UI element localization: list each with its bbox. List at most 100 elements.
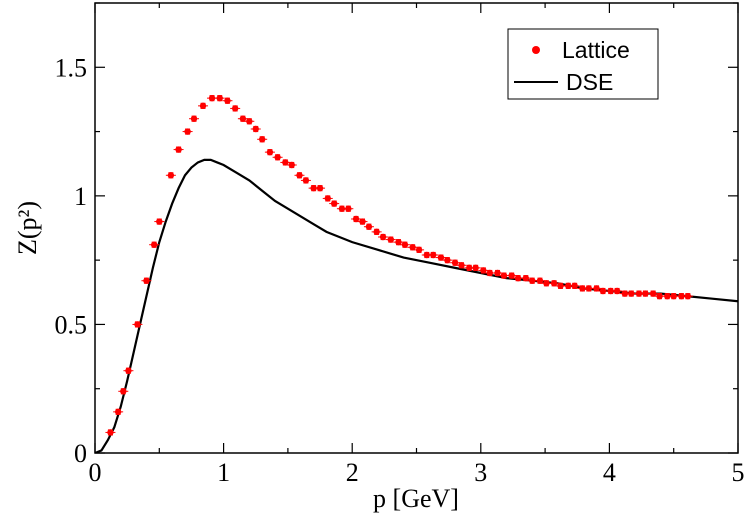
lattice-marker	[529, 277, 536, 284]
lattice-point	[357, 218, 368, 225]
lattice-marker	[593, 285, 600, 292]
lattice-marker	[613, 287, 621, 295]
lattice-point	[182, 128, 193, 135]
lattice-point	[189, 115, 200, 122]
lattice-point	[294, 172, 305, 179]
lattice-point	[244, 118, 255, 125]
lattice-marker	[239, 115, 247, 122]
lattice-marker	[649, 290, 657, 297]
lattice-marker	[231, 105, 239, 112]
lattice-marker	[302, 177, 310, 184]
lattice-point	[132, 321, 143, 328]
lattice-point	[597, 287, 608, 295]
lattice-point	[105, 429, 116, 436]
lattice-marker	[543, 280, 550, 287]
lattice-point	[230, 105, 241, 112]
lattice-point	[198, 102, 209, 110]
lattice-marker	[252, 125, 259, 133]
lattice-point	[421, 251, 432, 259]
lattice-marker	[379, 233, 387, 241]
y-axis-label: Z(p²)	[13, 201, 42, 255]
lattice-marker	[621, 290, 629, 297]
y-tick-label: 0	[74, 439, 87, 468]
lattice-marker	[175, 146, 182, 153]
lattice-point	[222, 97, 233, 104]
lattice-point	[591, 285, 602, 292]
lattice-marker	[522, 274, 530, 282]
lattice-marker	[282, 159, 289, 166]
y-tick-label: 1.5	[55, 53, 88, 82]
lattice-marker	[395, 238, 402, 246]
lattice-marker	[571, 282, 578, 290]
lattice-marker	[296, 172, 303, 179]
lattice-point	[165, 172, 176, 179]
lattice-marker	[190, 115, 198, 122]
lattice-marker	[451, 259, 459, 266]
lattice-point	[605, 287, 616, 295]
lattice-point	[612, 287, 623, 295]
x-tick-label: 1	[217, 458, 230, 487]
lattice-point	[363, 223, 374, 230]
lattice-marker	[415, 246, 423, 254]
lattice-marker	[107, 429, 114, 436]
lattice-marker	[500, 272, 508, 279]
lattice-marker	[458, 262, 465, 269]
lattice-marker	[678, 292, 685, 300]
lattice-point	[640, 290, 651, 297]
x-tick-label: 4	[603, 458, 616, 487]
lattice-marker	[120, 388, 127, 395]
lattice-marker	[316, 184, 324, 192]
lattice-point	[123, 367, 134, 374]
lattice-marker	[143, 277, 150, 284]
lattice-marker	[684, 292, 692, 300]
lattice-marker	[664, 292, 671, 300]
lattice-point	[315, 184, 326, 192]
lattice-point	[308, 184, 319, 192]
lattice-point	[141, 277, 152, 284]
x-tick-label: 2	[346, 458, 359, 487]
lattice-point	[569, 282, 580, 290]
lattice-point	[113, 408, 124, 416]
lattice-marker	[114, 408, 122, 416]
lattice-point	[399, 241, 410, 248]
lattice-marker	[437, 254, 445, 261]
lattice-marker	[494, 269, 501, 277]
lattice-point	[492, 269, 503, 277]
lattice-marker	[628, 290, 635, 297]
lattice-marker	[642, 290, 649, 297]
lattice-point	[214, 94, 225, 102]
lattice-point	[264, 148, 275, 156]
lattice-point	[450, 259, 461, 266]
lattice-marker	[208, 94, 216, 102]
lattice-point	[385, 236, 396, 243]
lattice-point	[577, 285, 588, 292]
lattice-marker	[373, 228, 380, 236]
lattice-marker	[423, 251, 430, 259]
lattice-marker	[550, 280, 558, 287]
legend: Lattice DSE	[507, 28, 659, 100]
lattice-marker	[224, 97, 231, 104]
lattice-point	[173, 146, 184, 153]
axis-ticks	[94, 2, 739, 454]
lattice-marker	[134, 321, 141, 328]
lattice-marker	[184, 128, 191, 135]
lattice-marker	[656, 292, 663, 300]
x-tick-label: 3	[474, 458, 487, 487]
lattice-point	[343, 205, 354, 212]
lattice-marker	[557, 282, 564, 290]
lattice-point	[534, 277, 545, 284]
lattice-point	[407, 244, 418, 251]
lattice-point	[257, 136, 268, 143]
lattice-point	[428, 251, 439, 259]
y-tick-label: 1	[74, 182, 87, 211]
lattice-point	[154, 218, 165, 225]
lattice-point	[329, 200, 340, 207]
lattice-marker	[387, 236, 394, 243]
lattice-marker	[508, 272, 515, 279]
lattice-marker	[599, 287, 607, 295]
lattice-marker	[246, 118, 253, 125]
lattice-point	[118, 388, 129, 395]
lattice-point	[442, 256, 453, 264]
lattice-point	[371, 228, 382, 236]
y-tick-label: 0.5	[55, 310, 88, 339]
